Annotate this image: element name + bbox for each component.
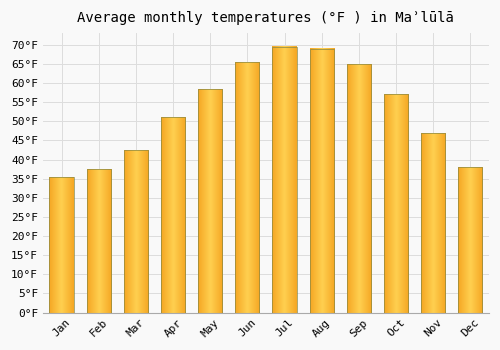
Bar <box>458 167 482 313</box>
Bar <box>310 49 334 313</box>
Bar <box>161 118 185 313</box>
Bar <box>421 133 445 313</box>
Bar <box>272 47 296 313</box>
Title: Average monthly temperatures (°F ) in Maʾlūlā: Average monthly temperatures (°F ) in Ma… <box>78 11 454 25</box>
Bar <box>384 94 408 313</box>
Bar <box>347 64 371 313</box>
Bar <box>124 150 148 313</box>
Bar <box>236 62 260 313</box>
Bar <box>86 169 111 313</box>
Bar <box>50 177 74 313</box>
Bar <box>198 89 222 313</box>
